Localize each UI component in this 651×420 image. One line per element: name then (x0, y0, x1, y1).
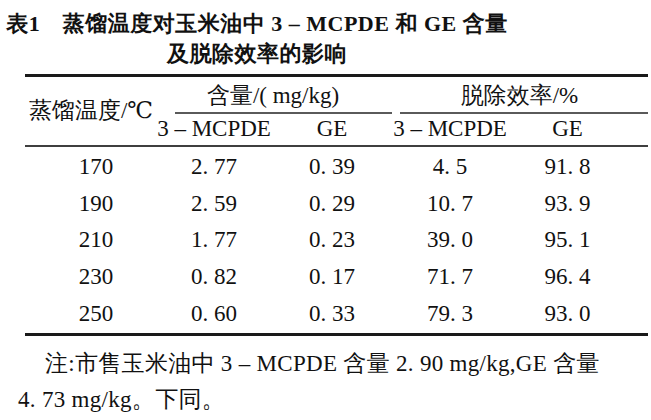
header-group-content: 含量/( mg/kg) (155, 80, 391, 110)
cell-temperature: 170 (25, 154, 155, 180)
table-caption-line2: 及脱除效率的影响 (0, 39, 514, 69)
table-footnote-line2: 4. 73 mg/kg。下同。 (18, 386, 225, 414)
cell-content-mcpde: 0. 60 (155, 301, 273, 327)
cell-removal-mcpde: 4. 5 (391, 154, 509, 180)
journal-table-page: 表1 蒸馏温度对玉米油中 3 – MCPDE 和 GE 含量 及脱除效率的影响 … (0, 0, 651, 420)
cell-temperature: 190 (25, 191, 155, 217)
cell-temperature: 230 (25, 264, 155, 290)
cell-removal-ge: 93. 9 (509, 191, 648, 217)
table-row: 230 0. 82 0. 17 71. 7 96. 4 (25, 259, 648, 296)
header-content-mcpde: 3 – MCPDE (155, 114, 273, 144)
table-caption: 表1 蒸馏温度对玉米油中 3 – MCPDE 和 GE 含量 及脱除效率的影响 (0, 9, 514, 69)
header-group-removal-efficiency: 脱除效率/% (391, 80, 648, 110)
cell-content-mcpde: 2. 59 (155, 191, 273, 217)
table-row: 190 2. 59 0. 29 10. 7 93. 9 (25, 186, 648, 223)
cell-content-mcpde: 2. 77 (155, 154, 273, 180)
cell-removal-mcpde: 71. 7 (391, 264, 509, 290)
cell-content-mcpde: 1. 77 (155, 227, 273, 253)
table-row: 210 1. 77 0. 23 39. 0 95. 1 (25, 222, 648, 259)
cell-removal-ge: 96. 4 (509, 264, 648, 290)
cell-temperature: 250 (25, 301, 155, 327)
table-body: 170 2. 77 0. 39 4. 5 91. 8 190 2. 59 0. … (25, 149, 648, 332)
cell-content-ge: 0. 17 (273, 264, 391, 290)
header-removal-ge: GE (509, 114, 648, 144)
cell-content-ge: 0. 33 (273, 301, 391, 327)
table-row: 170 2. 77 0. 39 4. 5 91. 8 (25, 149, 648, 186)
cell-removal-ge: 95. 1 (509, 227, 648, 253)
table-bottom-rule (25, 333, 648, 336)
header-removal-mcpde: 3 – MCPDE (391, 114, 509, 144)
table-footnote-line1: 注:市售玉米油中 3 – MCPDE 含量 2. 90 mg/kg,GE 含量 (45, 350, 600, 378)
cell-removal-ge: 93. 0 (509, 301, 648, 327)
header-content-ge: GE (273, 114, 391, 144)
cell-removal-mcpde: 10. 7 (391, 191, 509, 217)
cell-content-ge: 0. 29 (273, 191, 391, 217)
cell-content-mcpde: 0. 82 (155, 264, 273, 290)
table-caption-line1: 表1 蒸馏温度对玉米油中 3 – MCPDE 和 GE 含量 (0, 9, 514, 39)
cell-temperature: 210 (25, 227, 155, 253)
cell-content-ge: 0. 39 (273, 154, 391, 180)
table-header-rule (25, 145, 648, 147)
cell-removal-mcpde: 39. 0 (391, 227, 509, 253)
cell-removal-ge: 91. 8 (509, 154, 648, 180)
cell-content-ge: 0. 23 (273, 227, 391, 253)
cell-removal-mcpde: 79. 3 (391, 301, 509, 327)
table-row: 250 0. 60 0. 33 79. 3 93. 0 (25, 295, 648, 332)
header-distillation-temperature: 蒸馏温度/℃ (25, 77, 157, 143)
